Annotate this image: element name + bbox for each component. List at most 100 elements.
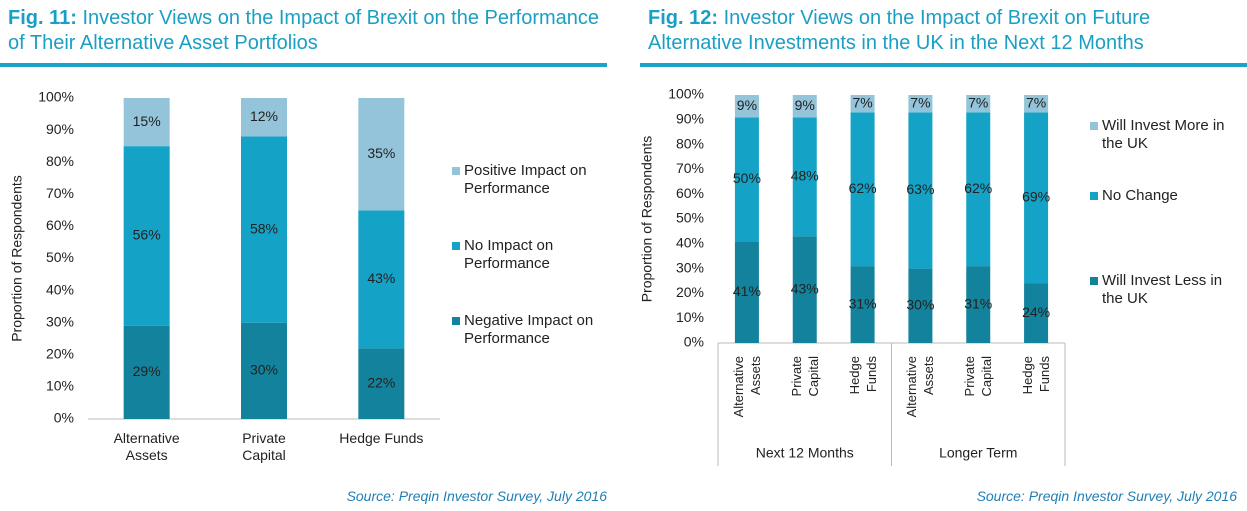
value-label: 22%	[367, 374, 395, 390]
y-axis-label: Proportion of Respondents	[9, 175, 25, 342]
bar-segment	[241, 322, 287, 419]
value-label: 58%	[250, 220, 278, 236]
value-label: 9%	[737, 97, 757, 113]
bar-segment	[850, 266, 875, 343]
y-tick-label: 50%	[46, 249, 74, 265]
value-label: 50%	[733, 170, 761, 186]
value-label: 15%	[133, 113, 161, 129]
x-tick-label: Hedge Funds	[846, 356, 879, 395]
bar-segment	[908, 112, 933, 269]
legend-label: Positive Impact on Performance	[464, 162, 587, 197]
bar-segment	[734, 241, 759, 343]
x-tick-label: Alternative Assets	[730, 356, 763, 418]
x-tick-label: Private Capital	[962, 356, 995, 397]
value-label: 9%	[795, 97, 815, 113]
bar-segment	[908, 268, 933, 343]
y-tick-label: 90%	[676, 111, 704, 127]
x-tick-label: Private Capital	[242, 430, 286, 463]
bar-segment	[358, 348, 405, 419]
bar-segment	[123, 98, 170, 147]
value-label: 62%	[849, 180, 877, 196]
value-label: 30%	[906, 297, 934, 313]
bar-segment	[792, 236, 817, 343]
bar-segment	[792, 95, 817, 118]
y-tick-label: 100%	[668, 86, 704, 102]
value-label: 63%	[906, 181, 934, 197]
y-tick-label: 100%	[38, 89, 74, 105]
bar-segment	[850, 112, 875, 267]
legend-swatch	[452, 317, 460, 325]
chart-title: Fig. 11: Investor Views on the Impact of…	[8, 6, 608, 56]
value-label: 62%	[964, 180, 992, 196]
y-tick-label: 80%	[676, 135, 704, 151]
group-label: Longer Term	[939, 445, 1017, 461]
bar-segment	[734, 95, 759, 118]
value-label: 29%	[133, 363, 161, 379]
bar-segment	[241, 98, 287, 137]
x-tick-label: Private Capital	[788, 356, 821, 397]
value-label: 30%	[250, 362, 278, 378]
title-rule	[640, 63, 1247, 67]
y-tick-label: 10%	[46, 378, 74, 394]
bar-segment	[1024, 112, 1049, 284]
legend-label: Will Invest Less in the UK	[1102, 272, 1223, 307]
y-tick-label: 80%	[46, 153, 74, 169]
group-label: Next 12 Months	[756, 445, 854, 461]
y-tick-label: 10%	[676, 309, 704, 325]
legend-swatch	[1090, 122, 1098, 130]
y-tick-label: 60%	[46, 217, 74, 233]
value-label: 7%	[968, 94, 988, 110]
value-label: 24%	[1022, 304, 1050, 320]
bar-segment	[123, 325, 170, 419]
bar-segment	[734, 117, 759, 242]
legend-swatch	[1090, 277, 1098, 285]
value-label: 31%	[849, 295, 877, 311]
value-label: 31%	[964, 295, 992, 311]
y-tick-label: 90%	[46, 121, 74, 137]
source-note: Source: Preqin Investor Survey, July 201…	[976, 488, 1237, 504]
title-text: Investor Views on the Impact of Brexit o…	[648, 7, 1151, 54]
bar-segment	[1024, 283, 1049, 343]
figure-label: Fig. 11:	[8, 7, 77, 29]
value-label: 7%	[852, 94, 872, 110]
x-tick-label: Hedge Funds	[1020, 356, 1053, 395]
title-text: Investor Views on the Impact of Brexit o…	[8, 7, 600, 54]
value-label: 35%	[367, 145, 395, 161]
y-tick-label: 40%	[676, 235, 704, 251]
chart-title: Fig. 12: Investor Views on the Impact of…	[648, 6, 1247, 56]
legend-label: Negative Impact on Performance	[464, 312, 594, 347]
legend-swatch	[452, 167, 460, 175]
x-tick-label: Hedge Funds	[339, 430, 424, 446]
y-tick-label: 70%	[676, 160, 704, 176]
legend-label: No Impact on Performance	[464, 237, 554, 272]
bar-segment	[966, 112, 991, 267]
legend-label: Will Invest More in the UK	[1102, 117, 1225, 152]
y-axis-label: Proportion of Respondents	[639, 136, 655, 303]
x-tick-label: Alternative Assets	[904, 356, 937, 418]
source-note: Source: Preqin Investor Survey, July 201…	[346, 488, 607, 504]
x-tick-label: Alternative Assets	[113, 430, 180, 463]
bar-segment	[966, 95, 991, 113]
bar-segment	[792, 117, 817, 237]
y-tick-label: 0%	[54, 410, 74, 426]
bar-segment	[241, 136, 287, 323]
value-label: 48%	[791, 168, 819, 184]
value-label: 7%	[1026, 94, 1046, 110]
figure-label: Fig. 12:	[648, 7, 719, 29]
value-label: 7%	[910, 94, 930, 110]
value-label: 69%	[1022, 189, 1050, 205]
bar-segment	[358, 210, 405, 349]
y-tick-label: 60%	[676, 185, 704, 201]
value-label: 56%	[133, 227, 161, 243]
value-label: 43%	[367, 270, 395, 286]
bar-segment	[358, 98, 405, 211]
bar-segment	[966, 266, 991, 343]
y-tick-label: 40%	[46, 281, 74, 297]
value-label: 43%	[791, 280, 819, 296]
value-label: 12%	[250, 108, 278, 124]
y-tick-label: 50%	[676, 210, 704, 226]
y-tick-label: 70%	[46, 185, 74, 201]
legend-swatch	[452, 242, 460, 250]
